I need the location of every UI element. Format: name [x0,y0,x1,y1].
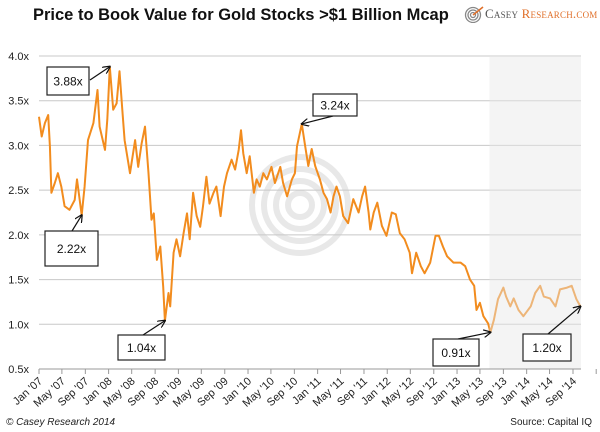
series-line-layer [38,65,582,334]
y-tick-label: 3.5x [8,96,29,108]
annotation-label: 1.04x [127,341,156,355]
annotation-arrow [142,321,165,336]
watermark-ring [261,166,339,244]
y-tick-label: 0.5x [8,364,29,376]
series-line [38,65,582,334]
annotation-label: 1.20x [532,341,561,355]
annotation-label: 3.24x [320,99,349,113]
annotation-box [432,338,480,367]
annotation-callout: 2.22x [44,215,99,267]
shaded-region [489,55,581,369]
annotation-arrow [71,215,82,232]
casey-research-logo: Casey Research.com [463,5,597,23]
annotation-label: 2.22x [57,242,86,256]
spiral-logo-icon [464,6,484,23]
y-tick-label: 2.0x [8,230,29,242]
annotation-callout: 0.91x [432,332,490,367]
y-tick-label: 1.5x [8,275,29,287]
copyright-note: © Casey Research 2014 [6,417,116,428]
logo-text: Casey Research.com [485,6,598,21]
gridlines [39,55,581,325]
annotation-box [312,93,358,117]
annotation-label: 3.88x [53,75,82,89]
source-note: Source: Capital IQ [510,417,592,428]
watermark-ring [249,154,351,256]
annotation-arrow [547,306,580,335]
y-tick-label: 2.5x [8,185,29,197]
annotation-box [522,333,572,362]
y-tick-label: 4.0x [8,51,29,63]
annotation-box [46,66,90,96]
annotation-box [44,230,99,267]
annotation-arrow [89,67,110,81]
annotation-box [117,334,166,361]
annotation-label: 0.91x [441,346,470,360]
y-tick-label: 1.0x [8,319,29,331]
annotation-callout: 1.20x [522,306,580,362]
annotations: 3.88x 2.22x 1.04x 3.24x 0.91x 1.20x [44,66,580,367]
annotation-arrow [302,115,334,124]
y-tick-label: 3.0x [8,140,29,152]
watermark-spiral-icon [249,154,351,256]
watermark-ring [273,178,327,232]
watermark-ring [285,190,315,220]
annotation-callout: 3.88x [46,66,110,96]
chart-title: Price to Book Value for Gold Stocks >$1 … [33,6,449,24]
annotation-callout: 1.04x [117,321,166,361]
annotation-arrow [457,332,490,340]
annotation-callout: 3.24x [302,93,358,124]
